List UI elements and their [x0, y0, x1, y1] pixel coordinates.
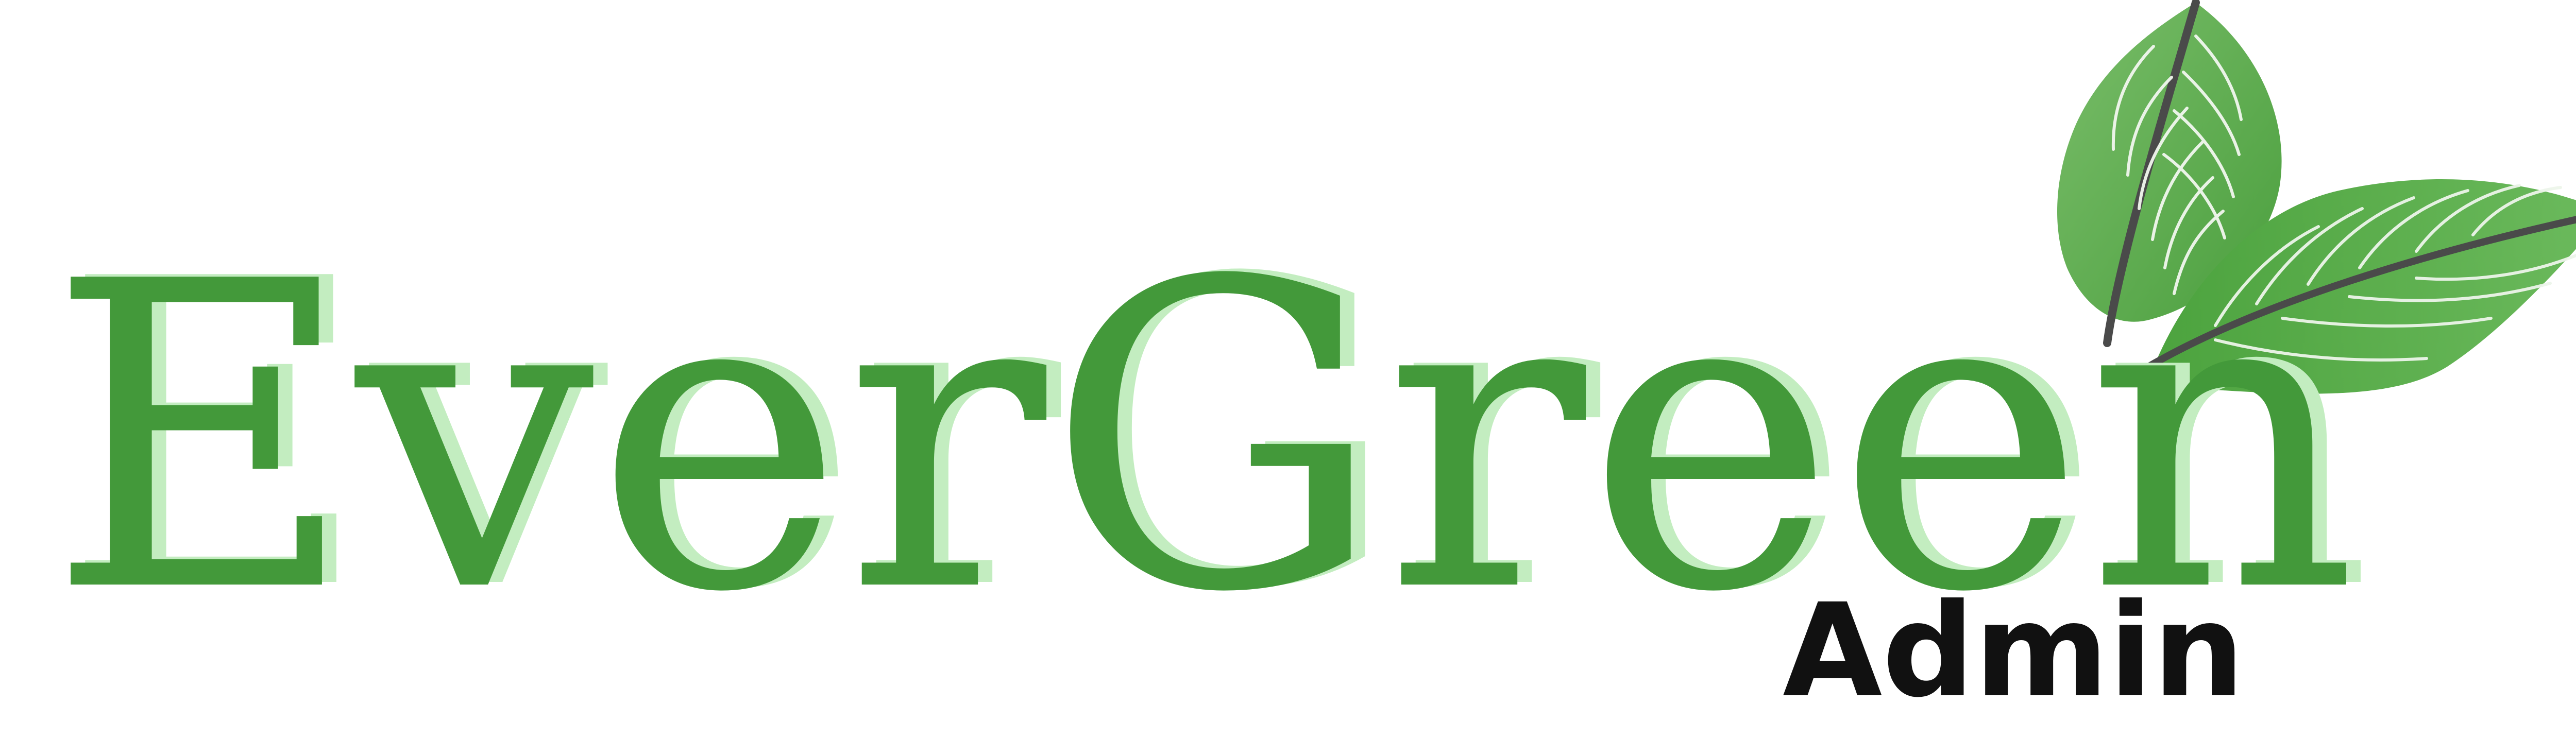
left-leaf	[2057, 3, 2282, 322]
two-leaves-icon	[2057, 0, 2576, 394]
wordmark: EverGreen	[47, 193, 2358, 684]
wordmark-shadow: EverGreen	[62, 191, 2372, 682]
right-leaf	[2153, 179, 2576, 394]
leaf-stem-branch	[2145, 216, 2576, 370]
admin-subtitle: Admin	[1783, 576, 2245, 726]
